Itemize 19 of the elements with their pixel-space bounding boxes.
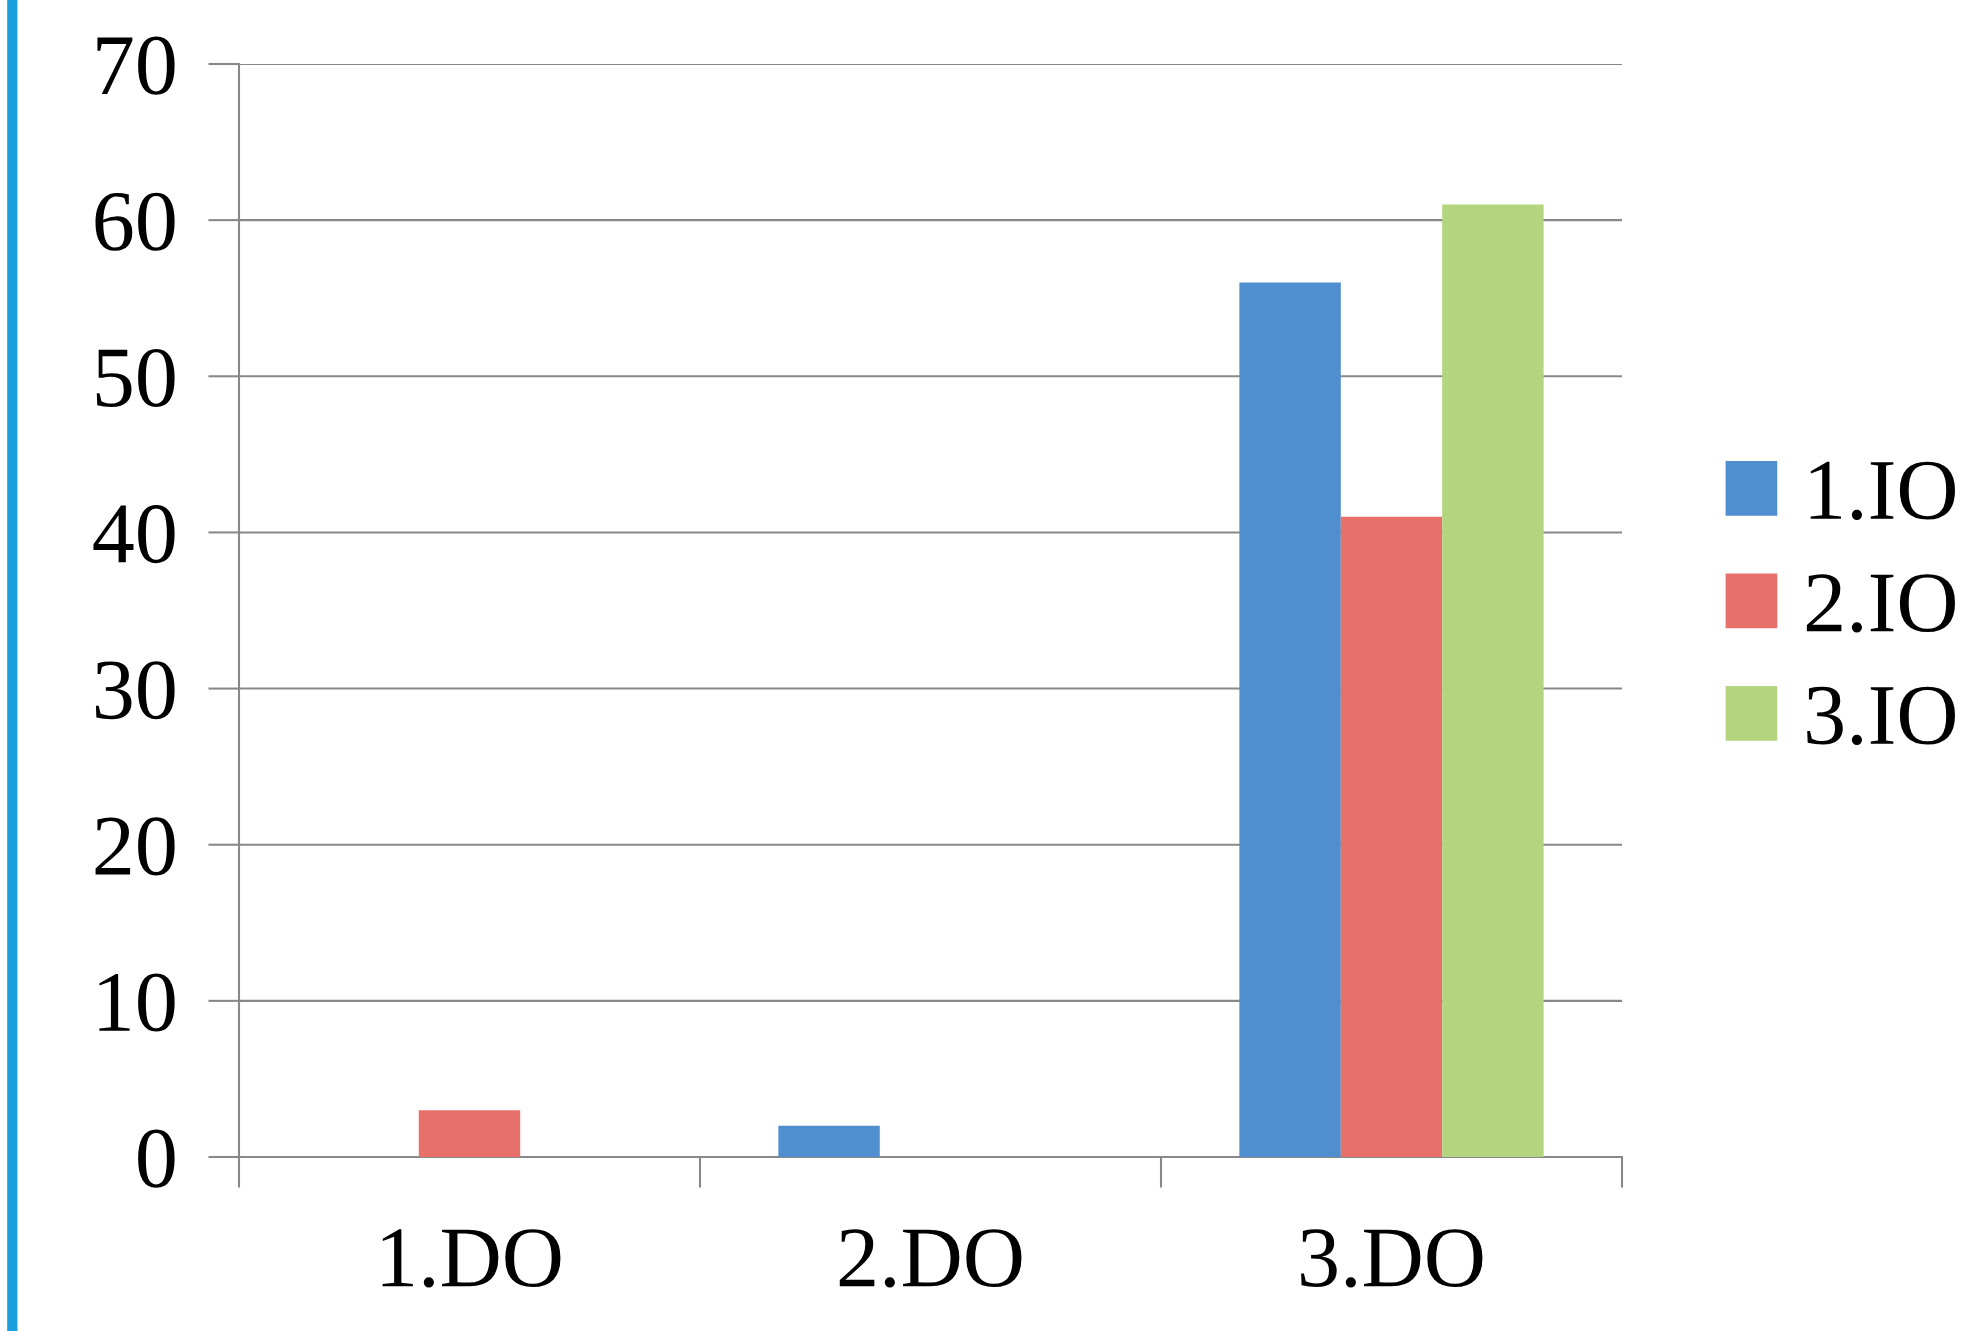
y-tick-label: 10: [99, 973, 175, 1032]
bar: [778, 1125, 880, 1157]
y-tick-label: 20: [95, 817, 175, 876]
bar: [1442, 204, 1544, 1157]
x-tick-label: 2.DO: [839, 1229, 1022, 1288]
y-tick-label: 60: [95, 192, 175, 251]
y-tick-label: 0: [138, 1129, 175, 1188]
legend-label: 2.IO: [1806, 574, 1955, 633]
bar: [418, 1110, 521, 1157]
x-tick-label: 1.DO: [382, 1229, 561, 1288]
y-tick-label: 40: [93, 505, 175, 564]
legend-label: 1.IO: [1810, 461, 1955, 520]
x-tick-label: 3.DO: [1301, 1229, 1483, 1288]
y-tick-label: 70: [97, 36, 175, 95]
bar: [1239, 282, 1341, 1157]
y-tick-label: 30: [95, 661, 175, 720]
legend-label: 3.IO: [1807, 686, 1955, 745]
bar: [1340, 516, 1443, 1157]
y-tick-label: 50: [96, 348, 175, 408]
